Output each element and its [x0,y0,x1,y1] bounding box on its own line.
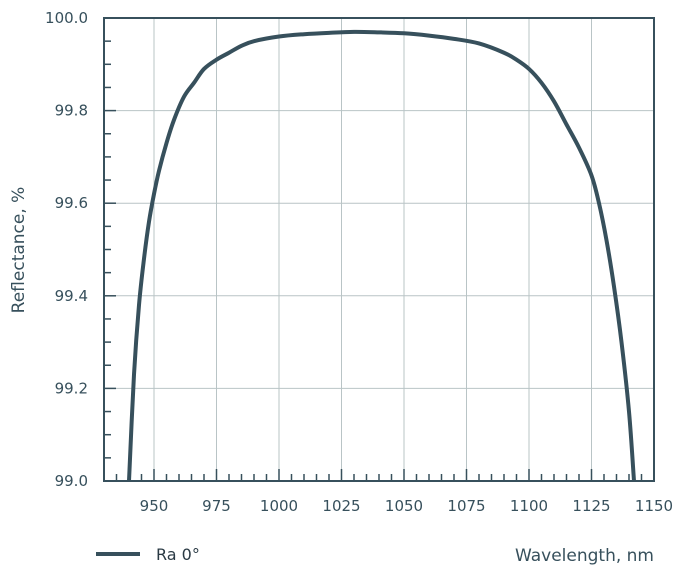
x-tick-label: 1150 [635,497,673,515]
x-tick-label: 1075 [447,497,485,515]
x-tick-label: 975 [202,497,231,515]
x-tick-label: 950 [140,497,169,515]
x-tick-label: 1025 [322,497,360,515]
x-tick-label: 1100 [510,497,548,515]
y-tick-label: 99.0 [55,472,88,490]
series-line [127,29,636,482]
x-tick-label: 1125 [572,497,610,515]
plot-frame [103,17,655,482]
x-tick-label: 1050 [385,497,423,515]
y-tick-label: 99.8 [55,102,88,120]
y-tick-label: 100.0 [45,9,88,27]
y-tick-label: 99.2 [55,379,88,397]
minor-ticks [103,17,655,482]
x-tick-labels: 950 975 1000 1025 1050 1075 1100 1125 1150 [140,497,673,515]
legend: Ra 0° [96,545,200,564]
legend-label: Ra 0° [156,545,200,564]
y-tick-label: 99.6 [55,194,88,212]
y-axis-title: Reflectance, % [9,187,29,314]
x-axis-title: Wavelength, nm [515,546,654,566]
series-layer [127,29,636,482]
y-tick-labels: 99.0 99.2 99.4 99.6 99.8 100.0 [45,9,88,490]
x-tick-label: 1000 [260,497,298,515]
grid-lines [104,18,654,481]
y-tick-label: 99.4 [55,287,88,305]
